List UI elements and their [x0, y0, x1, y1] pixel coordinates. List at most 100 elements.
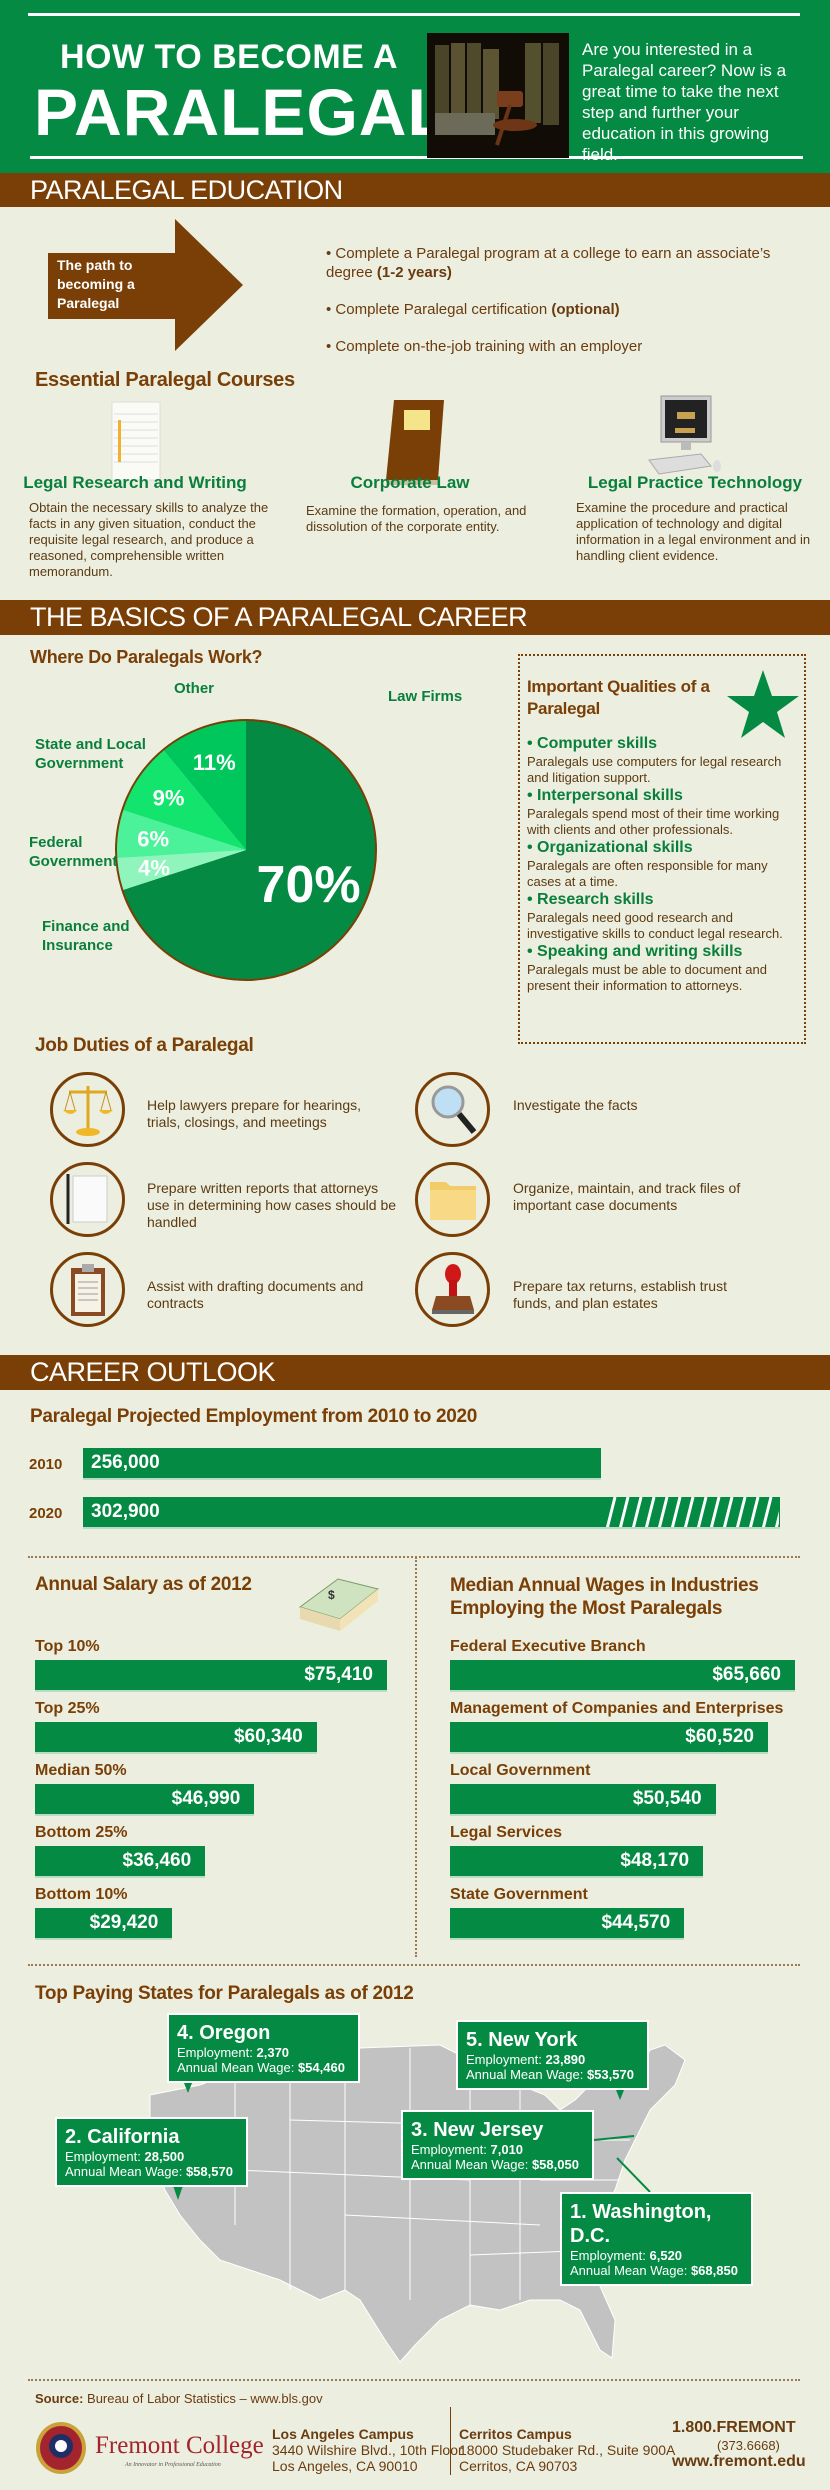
- bar-value-label: $36,460: [122, 1850, 192, 1871]
- hatch-stripe: [736, 1497, 747, 1527]
- state-name: 1. Washington, D.C.: [570, 2201, 712, 2247]
- divider: [28, 1964, 800, 1966]
- projection-hatch: [606, 1497, 780, 1527]
- quality-desc: Paralegals must be able to document and …: [527, 962, 767, 993]
- bar-category-label: Management of Companies and Enterprises: [450, 1700, 784, 1717]
- course-title: Legal Practice Technology: [587, 473, 803, 492]
- title-line-2: PARALEGAL: [34, 75, 449, 149]
- book-icon: [386, 400, 444, 485]
- section-band-outlook: CAREER OUTLOOK: [0, 1355, 830, 1390]
- pie-slice-other: [163, 720, 246, 850]
- quality-desc: Paralegals are often responsible for man…: [527, 858, 768, 889]
- pie-legend-label: Federal Government: [29, 834, 118, 870]
- state-name: 4. Oregon: [177, 2022, 271, 2044]
- hatch-stripe: [710, 1497, 721, 1527]
- wage-value: $53,570: [586, 2067, 634, 2082]
- section-title: CAREER OUTLOOK: [30, 1357, 276, 1387]
- quality-item: • Speaking and writing skills Paralegals …: [527, 942, 797, 994]
- duty-text: Prepare tax returns, establish trust fun…: [513, 1278, 727, 1311]
- salary-bar: $36,460: [35, 1846, 206, 1878]
- wage-label: Annual Mean Wage:: [177, 2060, 295, 2075]
- salary-bar: $44,570: [450, 1908, 685, 1940]
- step-item: • Complete on-the-job training with an e…: [326, 337, 816, 356]
- bar-category-label: Federal Executive Branch: [450, 1638, 646, 1655]
- hatch-stripe: [619, 1497, 630, 1527]
- section-band-basics: THE BASICS OF A PARALEGAL CAREER: [0, 600, 830, 635]
- bar-value-label: $44,570: [601, 1912, 671, 1933]
- step-text: • Complete Paralegal certification: [326, 301, 552, 318]
- quality-title: • Organizational skills: [527, 839, 693, 856]
- divider: [450, 2407, 451, 2475]
- notepad-icon: [111, 401, 161, 481]
- phone-digits: (373.6668): [717, 2438, 780, 2453]
- quality-desc: Paralegals use computers for legal resea…: [527, 754, 782, 785]
- rubber-stamp-icon: [415, 1252, 490, 1327]
- quality-desc: Paralegals spend most of their time work…: [527, 806, 780, 837]
- quality-item: • Research skills Paralegals need good re…: [527, 890, 797, 942]
- bar-value-label: 256,000: [91, 1452, 160, 1473]
- notepad-pencil-icon: [50, 1162, 125, 1237]
- pie-slice-state-and-local-government: [122, 749, 246, 850]
- pie-legend-label: Other: [174, 680, 215, 697]
- divider: [30, 156, 803, 159]
- employment-label: Employment:: [411, 2142, 487, 2157]
- employment-label: Employment:: [466, 2052, 542, 2067]
- employment-value: 2,370: [256, 2045, 290, 2060]
- pie-percent-label: 70%: [257, 856, 361, 914]
- quality-title: • Research skills: [527, 891, 654, 908]
- pie-percent-label: 9%: [153, 785, 185, 810]
- phone-number[interactable]: 1.800.FREMONT: [672, 2419, 796, 2436]
- employment-value: 23,890: [545, 2052, 586, 2067]
- pie-legend-label: Law Firms: [388, 688, 463, 705]
- salary-title: Annual Salary as of 2012: [35, 1574, 252, 1595]
- wage-value: $58,050: [531, 2157, 579, 2172]
- bar-value-label: 302,900: [91, 1501, 160, 1522]
- quality-title: • Computer skills: [527, 735, 658, 752]
- la-campus-title: Los Angeles Campus: [272, 2426, 414, 2442]
- hatch-stripe: [684, 1497, 695, 1527]
- logo-name: Fremont College: [95, 2432, 264, 2459]
- hatch-stripe: [775, 1510, 780, 1527]
- header-banner: HOW TO BECOME A PARALEGAL Are you intere…: [0, 0, 830, 173]
- quality-title: • Speaking and writing skills: [527, 943, 743, 960]
- where-title: Where Do Paralegals Work?: [30, 647, 263, 667]
- folder-icon: [415, 1162, 490, 1237]
- bar-category-label: Legal Services: [450, 1824, 563, 1841]
- employment-value: 6,520: [649, 2248, 683, 2263]
- step-item: • Complete a Paralegal program at a coll…: [326, 244, 816, 282]
- cerritos-campus-address: 18000 Studebaker Rd., Suite 900A: [459, 2442, 676, 2458]
- wage-label: Annual Mean Wage:: [65, 2164, 183, 2179]
- intro-text: Are you interested in a Paralegal career…: [582, 40, 787, 164]
- duty-text: Help lawyers prepare for hearings, trial…: [147, 1097, 361, 1130]
- state-name: 2. California: [65, 2126, 180, 2148]
- wage-label: Annual Mean Wage:: [570, 2263, 688, 2278]
- state-callout-oregon: 4. Oregon Employment: 2,370 Annual Mean …: [167, 2013, 360, 2083]
- quality-item: • Computer skills Paralegals use computer…: [527, 734, 797, 786]
- bar-category-label: Median 50%: [35, 1762, 127, 1779]
- bar-value-label: $50,540: [632, 1788, 702, 1809]
- employment-label: Employment:: [65, 2149, 141, 2164]
- employment-label: Employment:: [570, 2248, 646, 2263]
- step-emphasis: (optional): [551, 301, 620, 318]
- salary-bar: $50,540: [450, 1784, 716, 1816]
- divider: [28, 13, 800, 16]
- employment-label: Employment:: [177, 2045, 253, 2060]
- step-item: • Complete Paralegal certification (opti…: [326, 300, 816, 319]
- courses-title: Essential Paralegal Courses: [35, 369, 295, 391]
- duty-text: Prepare written reports that attorneys u…: [147, 1180, 397, 1230]
- cerritos-campus: Cerritos Campus 18000 Studebaker Rd., Su…: [459, 2426, 675, 2474]
- course-title: Corporate Law: [350, 473, 470, 492]
- section-band-education: PARALEGAL EDUCATION: [0, 173, 830, 207]
- state-callout-california: 2. California Employment: 28,500 Annual …: [55, 2117, 248, 2187]
- bar-category-label: Top 10%: [35, 1638, 100, 1655]
- website-link[interactable]: www.fremont.edu: [672, 2453, 806, 2470]
- hatch-stripe: [645, 1497, 656, 1527]
- course-title: Legal Research and Writing: [23, 473, 247, 492]
- hatch-stripe: [749, 1497, 760, 1527]
- step-text: • Complete on-the-job training with an e…: [326, 338, 643, 355]
- pie-percent-label: 11%: [193, 750, 236, 775]
- star-icon: [727, 670, 799, 738]
- bar-category-label: Local Government: [450, 1762, 591, 1779]
- employment-bar-2010: 256,000: [83, 1448, 602, 1480]
- quality-item: • Organizational skills Paralegals are of…: [527, 838, 797, 890]
